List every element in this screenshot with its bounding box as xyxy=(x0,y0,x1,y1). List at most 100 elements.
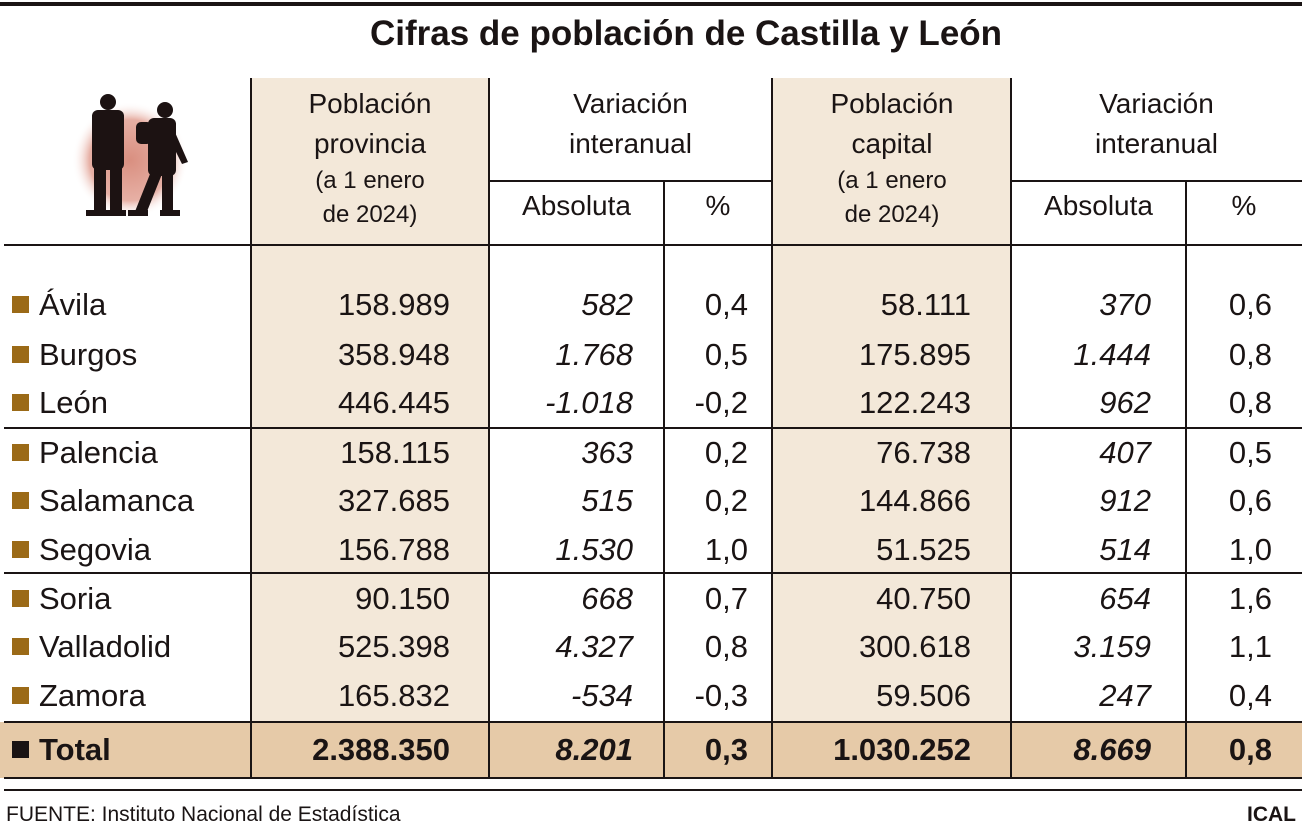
cell-pop-provincia: 446.445 xyxy=(337,385,450,420)
cell-var-abs-provincia: 8.201 xyxy=(555,732,633,767)
footer-rule xyxy=(4,789,1302,791)
header-rule xyxy=(4,244,1302,246)
cell-var-pct-capital: 0,4 xyxy=(1228,678,1272,713)
cell-var-abs-capital: 654 xyxy=(1099,581,1151,616)
divider xyxy=(663,181,665,778)
total-band xyxy=(0,722,1302,778)
bullet-icon xyxy=(12,444,29,461)
cell-var-pct-capital: 0,5 xyxy=(1228,435,1272,470)
cell-var-abs-capital: 1.444 xyxy=(1073,337,1151,372)
cell-var-abs-provincia: 4.327 xyxy=(555,629,633,664)
cell-var-abs-provincia: 1.530 xyxy=(555,532,633,567)
cell-pop-provincia: 158.115 xyxy=(340,435,450,470)
row-label: Segovia xyxy=(12,526,151,574)
province-name: Zamora xyxy=(39,678,146,713)
source-note: FUENTE: Instituto Nacional de Estadístic… xyxy=(6,803,401,826)
cell-var-pct-capital: 0,8 xyxy=(1228,385,1272,420)
cell-var-pct-provincia: 1,0 xyxy=(704,532,748,567)
header-pop-provincia: Población provincia (a 1 enero de 2024) xyxy=(251,84,489,232)
cell-var-abs-capital: 962 xyxy=(1099,385,1151,420)
header-note: (a 1 enero xyxy=(315,167,425,194)
row-label: Burgos xyxy=(12,331,137,379)
table-row: Ávila 158.989 582 0,4 58.111 370 0,6 xyxy=(0,281,1302,329)
cell-var-pct-capital: 1,6 xyxy=(1228,581,1272,616)
table-row: Zamora 165.832 -534 -0,3 59.506 247 0,4 xyxy=(0,672,1302,720)
cell-pop-capital: 40.750 xyxy=(876,581,971,616)
province-name: Palencia xyxy=(39,435,158,470)
row-label: Palencia xyxy=(12,429,158,477)
bullet-icon xyxy=(12,687,29,704)
province-name: Segovia xyxy=(39,532,152,567)
table-row: Burgos 358.948 1.768 0,5 175.895 1.444 0,8 xyxy=(0,331,1302,379)
header-text: Población xyxy=(830,88,954,119)
bullet-icon xyxy=(12,541,29,558)
header-variacion-capital: Variación interanual xyxy=(1011,84,1302,164)
province-name: Salamanca xyxy=(39,483,195,518)
row-label: Salamanca xyxy=(12,477,194,525)
row-label: Valladolid xyxy=(12,623,171,671)
bullet-icon xyxy=(12,492,29,509)
header-pct: % xyxy=(1231,190,1257,221)
header-note: de 2024) xyxy=(844,201,940,228)
cell-var-abs-capital: 514 xyxy=(1099,532,1151,567)
cell-var-pct-capital: 1,1 xyxy=(1228,629,1272,664)
people-silhouette-icon xyxy=(72,94,188,218)
bullet-icon xyxy=(12,394,29,411)
bullet-icon xyxy=(12,638,29,655)
cell-var-abs-provincia: 1.768 xyxy=(555,337,633,372)
total-row: Total 2.388.350 8.201 0,3 1.030.252 8.669 0,8 xyxy=(0,726,1302,774)
cell-pop-capital: 122.243 xyxy=(858,385,971,420)
bullet-icon xyxy=(12,741,29,758)
header-text: Variación xyxy=(573,88,688,119)
row-label: Ávila xyxy=(12,281,106,329)
cell-var-pct-provincia: -0,3 xyxy=(694,678,748,713)
top-rule xyxy=(0,2,1302,6)
cell-pop-provincia: 165.832 xyxy=(337,678,450,713)
credit: ICAL xyxy=(1247,803,1296,826)
group-rule xyxy=(4,572,1302,574)
subheader-rule xyxy=(489,180,772,182)
cell-var-abs-provincia: 668 xyxy=(581,581,633,616)
row-label: Zamora xyxy=(12,672,146,720)
table-row: Soria 90.150 668 0,7 40.750 654 1,6 xyxy=(0,575,1302,623)
cell-var-pct-provincia: 0,2 xyxy=(704,435,748,470)
row-label: Total xyxy=(12,726,111,774)
cell-var-abs-capital: 370 xyxy=(1099,287,1151,322)
header-absoluta: Absoluta xyxy=(1044,190,1153,221)
column-highlight-provincia xyxy=(251,78,489,722)
header-text: capital xyxy=(851,128,933,159)
cell-pop-provincia: 327.685 xyxy=(337,483,450,518)
cell-pop-capital: 175.895 xyxy=(858,337,971,372)
cell-var-abs-provincia: -534 xyxy=(570,678,633,713)
cell-var-pct-capital: 0,6 xyxy=(1228,483,1272,518)
province-name: Total xyxy=(39,732,111,767)
cell-var-pct-provincia: 0,3 xyxy=(704,732,748,767)
cell-var-pct-provincia: 0,5 xyxy=(704,337,748,372)
cell-var-abs-capital: 3.159 xyxy=(1073,629,1151,664)
cell-pop-capital: 144.866 xyxy=(858,483,971,518)
cell-pop-provincia: 90.150 xyxy=(355,581,450,616)
province-name: León xyxy=(39,385,108,420)
header-text: interanual xyxy=(569,128,692,159)
cell-pop-capital: 58.111 xyxy=(880,287,971,322)
cell-pop-capital: 59.506 xyxy=(876,678,971,713)
cell-var-pct-provincia: 0,8 xyxy=(704,629,748,664)
cell-var-pct-capital: 0,8 xyxy=(1228,732,1272,767)
cell-var-pct-provincia: 0,7 xyxy=(704,581,748,616)
bullet-icon xyxy=(12,590,29,607)
table-row: Valladolid 525.398 4.327 0,8 300.618 3.159 1,1 xyxy=(0,623,1302,671)
header-text: Variación xyxy=(1099,88,1214,119)
province-name: Valladolid xyxy=(39,629,172,664)
page-title: Cifras de población de Castilla y León xyxy=(369,14,1003,53)
table-row: Palencia 158.115 363 0,2 76.738 407 0,5 xyxy=(0,429,1302,477)
header-note: (a 1 enero xyxy=(837,167,947,194)
cell-pop-provincia: 158.989 xyxy=(337,287,450,322)
group-rule xyxy=(4,427,1302,429)
header-pct: % xyxy=(705,190,731,221)
table-row: Salamanca 327.685 515 0,2 144.866 912 0,6 xyxy=(0,477,1302,525)
bullet-icon xyxy=(12,346,29,363)
cell-var-pct-provincia: 0,2 xyxy=(704,483,748,518)
row-label: Soria xyxy=(12,575,111,623)
table-row: Segovia 156.788 1.530 1,0 51.525 514 1,0 xyxy=(0,526,1302,574)
cell-var-pct-provincia: 0,4 xyxy=(704,287,748,322)
